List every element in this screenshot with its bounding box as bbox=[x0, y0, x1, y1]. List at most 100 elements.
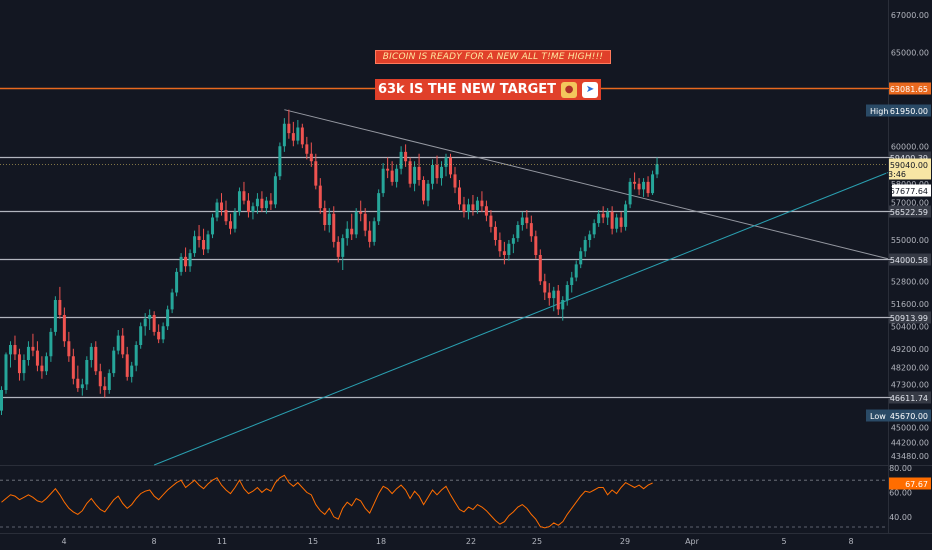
candle-body[interactable] bbox=[359, 211, 363, 214]
candle-body[interactable] bbox=[49, 331, 53, 357]
candle-body[interactable] bbox=[62, 315, 66, 342]
candle-body[interactable] bbox=[552, 290, 556, 299]
candle-body[interactable] bbox=[220, 202, 224, 211]
candle-body[interactable] bbox=[26, 346, 30, 360]
candle-body[interactable] bbox=[413, 166, 417, 184]
candle-body[interactable] bbox=[121, 335, 125, 355]
candle-body[interactable] bbox=[484, 206, 488, 216]
candle-body[interactable] bbox=[597, 213, 601, 224]
candle-body[interactable] bbox=[22, 360, 26, 374]
candle-body[interactable] bbox=[404, 151, 408, 162]
candle-body[interactable] bbox=[565, 285, 569, 300]
candle-body[interactable] bbox=[237, 191, 241, 212]
candle-body[interactable] bbox=[628, 181, 632, 205]
candle-body[interactable] bbox=[637, 183, 641, 190]
candle-body[interactable] bbox=[440, 166, 444, 179]
candle-body[interactable] bbox=[381, 168, 385, 194]
candle-body[interactable] bbox=[233, 211, 237, 229]
ascending-trendline[interactable] bbox=[153, 172, 889, 466]
candle-body[interactable] bbox=[215, 202, 219, 218]
candle-body[interactable] bbox=[278, 146, 282, 177]
candle-body[interactable] bbox=[390, 170, 394, 182]
candle-body[interactable] bbox=[601, 213, 605, 218]
candle-body[interactable] bbox=[646, 181, 650, 194]
candle-body[interactable] bbox=[431, 165, 435, 184]
candle-body[interactable] bbox=[350, 228, 354, 235]
candle-body[interactable] bbox=[624, 204, 628, 227]
candle-body[interactable] bbox=[323, 208, 327, 225]
candle-body[interactable] bbox=[246, 200, 250, 212]
candle-body[interactable] bbox=[520, 217, 524, 226]
candle-body[interactable] bbox=[449, 157, 452, 175]
candle-body[interactable] bbox=[386, 168, 390, 171]
candle-body[interactable] bbox=[368, 230, 372, 242]
candle-body[interactable] bbox=[314, 161, 318, 186]
candle-body[interactable] bbox=[399, 151, 403, 169]
candle-body[interactable] bbox=[170, 292, 174, 310]
candle-body[interactable] bbox=[107, 373, 111, 390]
candle-body[interactable] bbox=[152, 315, 156, 332]
candle-body[interactable] bbox=[103, 386, 107, 390]
candle-body[interactable] bbox=[282, 123, 286, 147]
candle-body[interactable] bbox=[475, 200, 479, 210]
candle-body[interactable] bbox=[435, 165, 439, 179]
candle-body[interactable] bbox=[273, 176, 277, 205]
candle-body[interactable] bbox=[184, 256, 188, 267]
candle-body[interactable] bbox=[534, 236, 538, 255]
candle-body[interactable] bbox=[71, 356, 75, 379]
candle-body[interactable] bbox=[556, 290, 560, 310]
candle-body[interactable] bbox=[255, 198, 259, 207]
candle-body[interactable] bbox=[80, 384, 84, 389]
candle-body[interactable] bbox=[143, 318, 147, 327]
candle-body[interactable] bbox=[633, 181, 637, 184]
candle-body[interactable] bbox=[574, 264, 578, 278]
candle-body[interactable] bbox=[35, 350, 39, 366]
candle-body[interactable] bbox=[466, 204, 470, 212]
candle-body[interactable] bbox=[269, 200, 273, 205]
candle-body[interactable] bbox=[179, 256, 183, 272]
candle-body[interactable] bbox=[480, 200, 484, 207]
candle-body[interactable] bbox=[40, 365, 44, 372]
candle-body[interactable] bbox=[242, 191, 246, 201]
candle-body[interactable] bbox=[489, 215, 493, 227]
candle-body[interactable] bbox=[457, 187, 461, 205]
candle-body[interactable] bbox=[354, 211, 358, 235]
candle-body[interactable] bbox=[408, 161, 412, 184]
candle-body[interactable] bbox=[579, 251, 583, 265]
candle-body[interactable] bbox=[511, 238, 515, 244]
candle-body[interactable] bbox=[592, 223, 596, 235]
candle-body[interactable] bbox=[197, 236, 201, 240]
candle-body[interactable] bbox=[516, 225, 520, 239]
candle-body[interactable] bbox=[193, 236, 197, 254]
candle-body[interactable] bbox=[206, 234, 210, 250]
candle-body[interactable] bbox=[615, 217, 619, 229]
candle-body[interactable] bbox=[529, 223, 533, 237]
candle-body[interactable] bbox=[139, 326, 143, 345]
candle-body[interactable] bbox=[493, 226, 497, 240]
candle-body[interactable] bbox=[426, 183, 430, 201]
candle-body[interactable] bbox=[0, 390, 3, 411]
candle-body[interactable] bbox=[8, 345, 12, 355]
candle-body[interactable] bbox=[651, 174, 655, 194]
candle-body[interactable] bbox=[345, 228, 349, 239]
candle-body[interactable] bbox=[610, 211, 614, 229]
candle-body[interactable] bbox=[422, 180, 426, 201]
candle-body[interactable] bbox=[116, 335, 120, 351]
candle-body[interactable] bbox=[125, 354, 129, 377]
candle-body[interactable] bbox=[471, 204, 475, 210]
candle-body[interactable] bbox=[130, 365, 134, 377]
candle-body[interactable] bbox=[260, 198, 264, 209]
candle-body[interactable] bbox=[538, 255, 542, 282]
candle-body[interactable] bbox=[372, 221, 376, 242]
candle-body[interactable] bbox=[309, 153, 313, 162]
candle-body[interactable] bbox=[4, 354, 8, 390]
candle-body[interactable] bbox=[336, 241, 340, 257]
candle-body[interactable] bbox=[395, 168, 399, 182]
candle-body[interactable] bbox=[453, 174, 457, 188]
candle-body[interactable] bbox=[525, 217, 529, 224]
candle-body[interactable] bbox=[134, 345, 138, 366]
candle-body[interactable] bbox=[85, 360, 89, 385]
candle-body[interactable] bbox=[264, 200, 268, 209]
rsi-line[interactable] bbox=[1, 474, 653, 529]
candle-body[interactable] bbox=[619, 217, 623, 227]
